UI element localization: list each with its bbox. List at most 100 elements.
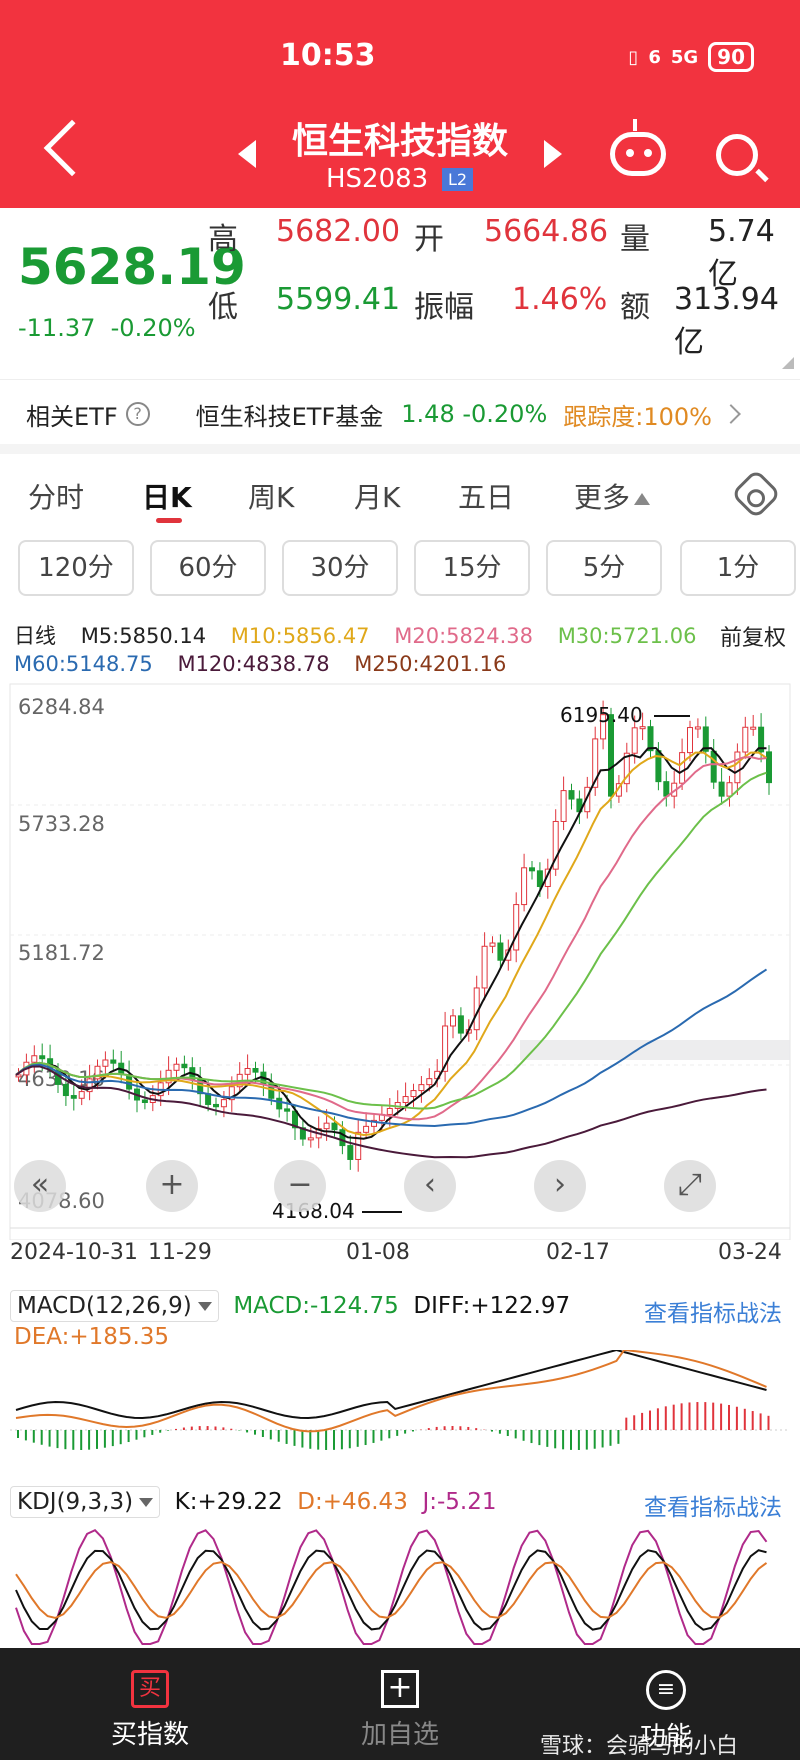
volume-label: 量 [620, 222, 650, 257]
candle-body [252, 1067, 259, 1073]
menu-icon: ≡ [646, 1670, 686, 1710]
zoom-in-button[interactable]: + [146, 1160, 198, 1212]
period-30min[interactable]: 30分 [282, 540, 398, 596]
expand-corner-icon[interactable] [782, 357, 794, 369]
vibrate-icon: ▯ [628, 46, 639, 68]
prev-stock-icon[interactable] [238, 140, 256, 168]
candle-body [102, 1059, 109, 1067]
kdj-chart [15, 1529, 768, 1645]
macd-bar [103, 1430, 106, 1448]
candle-body [181, 1063, 188, 1069]
macd-bar [151, 1430, 154, 1435]
macd-bar [135, 1430, 138, 1440]
fullscreen-button[interactable]: ⤢ [664, 1160, 716, 1212]
candle-body [560, 790, 567, 822]
tab-active-indicator [156, 518, 182, 523]
x-tick-label: 11-29 [148, 1240, 212, 1265]
candle-body [497, 942, 504, 961]
macd-bar [80, 1430, 83, 1450]
tab-five-day[interactable]: 五日 [458, 481, 515, 514]
change-pct: -0.20% [110, 314, 196, 342]
macd-bar [530, 1430, 533, 1444]
help-icon[interactable]: ? [125, 402, 150, 426]
rewind-button[interactable]: « [14, 1160, 66, 1212]
ma-row-2: M60:5148.75 M120:4838.78 M250:4201.16 [14, 652, 524, 676]
macd-bar [506, 1430, 509, 1437]
last-price: 5628.19 [18, 238, 246, 296]
period-60min[interactable]: 60分 [150, 540, 266, 596]
macd-bar [767, 1415, 770, 1430]
high-mark-label: 6195.40 [560, 703, 643, 727]
period-120min[interactable]: 120分 [18, 540, 134, 596]
back-icon[interactable] [43, 119, 101, 177]
dea-line [15, 1350, 767, 1433]
search-icon[interactable] [716, 134, 758, 176]
candle-body [94, 1065, 101, 1080]
macd-bar [609, 1430, 612, 1446]
macd-bar [443, 1426, 446, 1430]
functions-button[interactable]: ≡ 功能 [606, 1670, 726, 1753]
quote-panel: 5628.19 -11.37 -0.20% 高 5682.00 开 5664.8… [0, 208, 800, 380]
robot-assistant-icon[interactable] [610, 119, 666, 176]
scroll-left-button[interactable]: ‹ [404, 1160, 456, 1212]
kline-chart[interactable]: 6284.84 5733.28 5181.72 4630.16 4078.60 … [0, 680, 800, 1240]
scroll-right-button[interactable]: › [534, 1160, 586, 1212]
ma30-line [15, 771, 767, 1110]
ma20-value: M20:5824.38 [394, 624, 533, 648]
macd-bar [222, 1427, 225, 1430]
macd-bar [751, 1411, 754, 1430]
candle-body [489, 942, 496, 947]
period-1min[interactable]: 1分 [680, 540, 796, 596]
zoom-out-button[interactable]: − [274, 1160, 326, 1212]
tab-daily-k[interactable]: 日K [142, 481, 192, 514]
macd-bar [704, 1402, 707, 1430]
macd-bar [317, 1430, 320, 1450]
candle-body [110, 1059, 117, 1064]
tab-timeshare[interactable]: 分时 [28, 481, 85, 514]
candle-body [410, 1090, 417, 1098]
candle-body [62, 1083, 69, 1097]
tab-more[interactable]: 更多 [574, 476, 651, 516]
battery-icon: 90 [708, 42, 754, 72]
macd-bar [32, 1430, 35, 1443]
candle-body [323, 1122, 330, 1130]
candle-body [742, 726, 749, 753]
low-value: 5599.41 [276, 282, 401, 317]
amplitude-label: 振幅 [414, 290, 474, 325]
macd-bar [585, 1430, 588, 1450]
tab-monthly-k[interactable]: 月K [354, 481, 401, 514]
macd-bar [649, 1410, 651, 1430]
kdj-selector[interactable]: KDJ(9,3,3) [10, 1486, 161, 1518]
ma5-line [15, 746, 767, 1140]
candle-body [536, 870, 543, 887]
macd-selector[interactable]: MACD(12,26,9) [10, 1290, 219, 1322]
buy-label: 买指数 [110, 1720, 189, 1750]
buy-index-button[interactable]: 买 买指数 [90, 1670, 210, 1751]
next-stock-icon[interactable] [544, 140, 562, 168]
price-adjust-toggle[interactable]: 前复权 [719, 626, 786, 651]
macd-bar [380, 1430, 383, 1441]
tab-weekly-k[interactable]: 周K [248, 481, 295, 514]
macd-bar [435, 1426, 438, 1430]
ma120-line [15, 1065, 767, 1159]
macd-bar [759, 1413, 762, 1430]
period-5min[interactable]: 5分 [546, 540, 662, 596]
kdj-name: KDJ(9,3,3) [17, 1489, 134, 1515]
app-header: 10:53 ▯ 6 5G 90 恒生科技指数 HS2083 L2 [0, 0, 800, 208]
kdj-strategy-link[interactable]: 查看指标战法 [644, 1495, 782, 1521]
macd-bar [230, 1428, 233, 1430]
macd-bar [459, 1426, 462, 1430]
macd-bar [688, 1402, 691, 1430]
candle-body [284, 1108, 291, 1112]
candle-body [457, 1015, 464, 1034]
period-15min[interactable]: 15分 [414, 540, 530, 596]
signal-icon: 5G [670, 46, 699, 68]
candle-body [228, 1086, 235, 1101]
kline-type: 日线 [14, 624, 56, 648]
macd-bar [206, 1426, 209, 1430]
macd-strategy-link[interactable]: 查看指标战法 [644, 1301, 782, 1327]
macd-bar [412, 1430, 414, 1432]
related-etf-row[interactable]: 相关ETF ? 恒生科技ETF基金 1.48 -0.20% 跟踪度:100% [0, 384, 800, 454]
add-watchlist-button[interactable]: + 加自选 [340, 1670, 460, 1751]
macd-bar [601, 1430, 604, 1448]
